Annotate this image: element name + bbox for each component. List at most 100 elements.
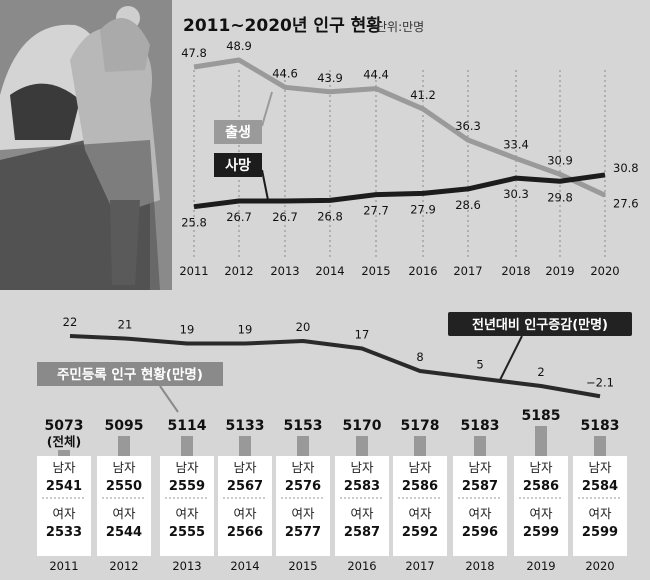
column-2013: 5114 남자 2559 여자 2555 2013 <box>160 418 214 573</box>
female-2014: 2566 <box>227 525 263 540</box>
birth-value-2019: 30.9 <box>547 153 573 167</box>
birth-value-2014: 43.9 <box>317 71 343 85</box>
female-2015: 2577 <box>285 525 321 540</box>
table-year-2013: 2013 <box>172 559 201 573</box>
total-2015: 5153 <box>284 418 323 434</box>
male-label-2011: 남자 <box>52 460 76 475</box>
table-year-2014: 2014 <box>230 559 259 573</box>
birth-legend-pointer <box>261 91 273 127</box>
female-label-2016: 여자 <box>350 506 374 521</box>
death-value-2020: 30.8 <box>613 161 639 175</box>
total-2018: 5183 <box>461 418 500 434</box>
x-tick-2011: 2011 <box>179 264 208 278</box>
death-value-2013: 26.7 <box>272 210 298 224</box>
male-2014: 2567 <box>227 479 263 494</box>
change-series-line <box>69 334 601 399</box>
male-2013: 2559 <box>169 479 205 494</box>
change-legend-label: 전년대비 인구증감(만명) <box>472 317 608 333</box>
stem-2020 <box>594 436 606 456</box>
birth-value-2011: 47.8 <box>181 46 207 60</box>
x-tick-2017: 2017 <box>453 264 482 278</box>
registered-population-table: 주민등록 인구 현황(만명) 5073(전체)남자2541여자253320115… <box>37 362 627 573</box>
death-value-2015: 27.7 <box>363 204 389 218</box>
total-2017: 5178 <box>401 418 440 434</box>
year-gridlines <box>193 70 606 258</box>
female-2019: 2599 <box>523 525 559 540</box>
change-value-2018: 5 <box>476 358 483 372</box>
change-legend-pointer <box>499 335 523 381</box>
birth-value-2012: 48.9 <box>226 39 252 53</box>
birth-value-2013: 44.6 <box>272 66 298 80</box>
total-2012: 5095 <box>105 418 144 434</box>
total-2014: 5133 <box>226 418 265 434</box>
male-2018: 2587 <box>462 479 498 494</box>
stem-2017 <box>414 436 426 456</box>
male-2020: 2584 <box>582 479 618 494</box>
change-value-2014: 19 <box>238 323 253 337</box>
female-2012: 2544 <box>106 525 142 540</box>
male-label-2015: 남자 <box>291 460 315 475</box>
change-value-2011: 22 <box>63 315 78 329</box>
card-2018 <box>453 456 507 556</box>
stem-2015 <box>297 436 309 456</box>
table-title-bg <box>37 362 223 386</box>
stem-2012 <box>118 436 130 456</box>
table-year-2019: 2019 <box>526 559 555 573</box>
table-title: 주민등록 인구 현황(만명) <box>57 366 203 383</box>
column-2015: 5153 남자 2576 여자 2577 2015 <box>276 418 330 573</box>
change-value-2019: 2 <box>537 365 544 379</box>
birth-legend-box <box>214 120 262 144</box>
chart-unit: 단위:만명 <box>376 20 424 34</box>
death-value-2017: 28.6 <box>455 198 481 212</box>
total-2020: 5183 <box>581 418 620 434</box>
chart-title: 2011~2020년 인구 현황 <box>183 16 382 36</box>
stem-2014 <box>239 436 251 456</box>
table-year-2012: 2012 <box>109 559 138 573</box>
birth-value-2015: 44.4 <box>363 68 389 82</box>
stem-2019 <box>535 426 547 456</box>
card-2011 <box>37 456 91 556</box>
card-2015 <box>276 456 330 556</box>
female-label-2017: 여자 <box>408 506 432 521</box>
change-data-labels: 22 21 19 19 20 17 8 5 2 −2.1 <box>63 315 614 389</box>
stem-2018 <box>474 436 486 456</box>
death-value-2014: 26.8 <box>317 209 343 223</box>
birth-value-2020: 27.6 <box>613 196 639 210</box>
female-label-2011: 여자 <box>52 506 76 521</box>
x-tick-2015: 2015 <box>361 264 390 278</box>
stem-2016 <box>356 436 368 456</box>
male-label-2016: 남자 <box>350 460 374 475</box>
card-2017 <box>393 456 447 556</box>
female-2018: 2596 <box>462 525 498 540</box>
total-note: (전체) <box>47 434 81 449</box>
male-label-2012: 남자 <box>112 460 136 475</box>
death-legend-pointer <box>261 169 269 201</box>
female-label-2018: 여자 <box>468 506 492 521</box>
table-year-2020: 2020 <box>585 559 614 573</box>
x-tick-2016: 2016 <box>408 264 437 278</box>
x-tick-2013: 2013 <box>270 264 299 278</box>
table-year-2015: 2015 <box>288 559 317 573</box>
male-label-2014: 남자 <box>233 460 257 475</box>
birth-value-2016: 41.2 <box>410 88 436 102</box>
card-2013 <box>160 456 214 556</box>
series-lines <box>193 57 607 210</box>
table-year-2016: 2016 <box>347 559 376 573</box>
change-value-2020: −2.1 <box>586 375 614 389</box>
female-2017: 2592 <box>402 525 438 540</box>
table-title-pointer <box>159 385 179 413</box>
x-tick-2012: 2012 <box>224 264 253 278</box>
change-legend-box <box>448 312 632 336</box>
column-2011: 5073(전체) 남자 2541 여자 2533 2011 <box>37 418 91 573</box>
female-label-2013: 여자 <box>175 506 199 521</box>
x-axis-tick-labels: 2011 2012 2013 2014 2015 2016 2017 2018 2019 2020 <box>179 264 619 278</box>
card-2014 <box>218 456 272 556</box>
male-2011: 2541 <box>46 479 82 494</box>
column-2017: 5178 남자 2586 여자 2592 2017 <box>393 418 447 573</box>
data-labels: 47.8 48.9 44.6 43.9 44.4 41.2 36.3 33.4 30.9 27.6… <box>181 39 638 230</box>
death-legend-box <box>214 153 262 177</box>
table-title-box: 주민등록 인구 현황(만명) <box>37 362 223 413</box>
male-label-2019: 남자 <box>529 460 553 475</box>
change-legend: 전년대비 인구증감(만명) <box>448 312 632 381</box>
